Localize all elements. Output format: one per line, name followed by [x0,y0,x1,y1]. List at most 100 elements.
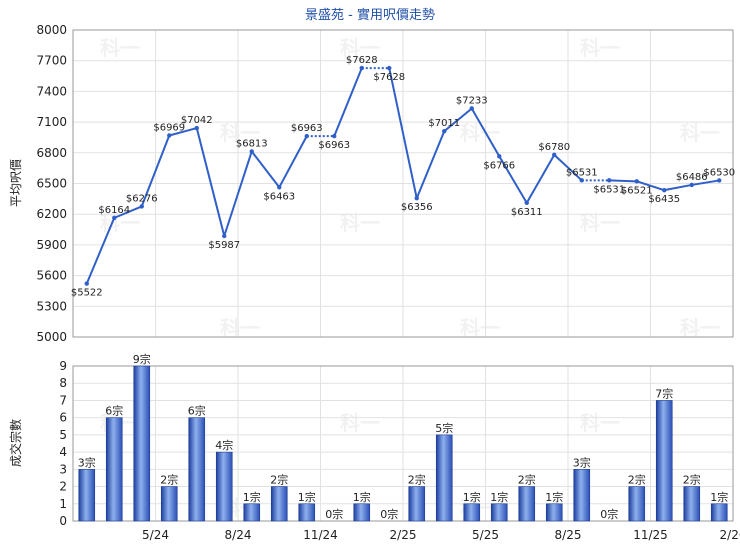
bar [353,503,371,522]
line-series [84,65,722,286]
line-point [167,133,172,138]
bar-x-tick-label: 5/24 [142,528,169,542]
bar-x-tick-label: 8/25 [555,528,582,542]
line-point-label: $6463 [263,191,295,202]
line-segment [223,151,253,237]
bar-value-label: 6宗 [188,404,206,418]
bar-y-tick-label: 3 [59,462,67,476]
line-point-label: $6969 [153,123,185,134]
line-segment [85,217,116,284]
line-point-label: $6311 [511,207,543,218]
line-point [442,129,447,134]
line-point [359,65,364,71]
bar-series [78,365,728,522]
bar-chart-y-label: 成交宗數 [8,419,23,467]
line-point-label: $6276 [126,193,158,204]
line-point [717,178,722,183]
bar [518,486,536,522]
line-segment [415,130,446,199]
watermark: 科一 [580,411,620,435]
line-point-label: $7011 [428,118,460,129]
line-segment [498,155,528,204]
bar-y-tick-label: 2 [59,480,67,494]
line-point [552,152,557,158]
bar-value-label: 1宗 [463,490,481,504]
line-point-label: $6486 [676,172,708,183]
line-point [332,133,337,139]
bar-value-label: 1宗 [490,490,508,504]
line-y-tick-label: 6800 [36,146,67,160]
line-segment [525,154,556,204]
watermark: 科一 [680,121,720,145]
line-point-label: $6813 [236,138,268,149]
line-point-label: $6435 [648,194,680,205]
bar-value-label: 3宗 [573,455,591,469]
line-point [304,133,309,139]
line-point-label: $6356 [401,202,433,213]
bar-x-tick-label: 5/25 [472,528,499,542]
bar-value-label: 2宗 [408,473,426,487]
line-y-tick-label: 5000 [36,330,67,344]
line-point [139,204,144,209]
line-point [689,182,694,188]
line-point-label: $6521 [621,185,653,196]
bar [710,503,728,522]
line-point-label: $6531 [593,184,625,195]
bar-value-label: 1宗 [243,490,261,504]
line-point [222,233,227,239]
bar [133,365,151,522]
bar-plot-frame [72,365,734,522]
bar [655,400,673,522]
line-segment [470,107,501,157]
line-point [112,215,117,221]
bar-chart-y-ticks: 0 1 2 3 4 5 6 7 8 9 [59,359,67,528]
bar-value-label: 1宗 [545,490,563,504]
line-segment [195,127,226,237]
watermark: 科一 [460,121,500,145]
watermark: 科一 [220,316,260,340]
bar [78,469,96,522]
line-point-label: $6963 [318,140,350,151]
bar-value-label: 7宗 [655,386,673,400]
bar [628,486,646,522]
bar [160,486,178,522]
bar-value-label: 2宗 [270,473,288,487]
line-y-tick-label: 7700 [36,54,67,68]
bar-value-label: 2宗 [518,473,536,487]
line-point-label: $7628 [373,72,405,83]
line-point-label: $7042 [181,115,213,126]
bar-value-label: 9宗 [133,352,151,366]
bar-chart-grid [72,365,734,522]
bar [243,503,261,522]
line-point [84,281,89,286]
line-segment [250,150,281,188]
line-segment [609,179,637,183]
line-chart-grid [72,29,734,338]
line-y-tick-label: 7100 [36,115,67,129]
bar-value-label: 1宗 [298,490,316,504]
line-point-label: $6531 [566,167,598,178]
bar [298,503,316,522]
line-point [579,178,584,183]
line-point-label: $6164 [98,205,130,216]
line-y-tick-label: 5600 [36,269,67,283]
watermark: 科一 [100,36,140,60]
line-segment [113,205,143,219]
line-chart-y-ticks: 5000 5300 5600 5900 6200 6500 6800 7100 7400 7700… [36,23,67,344]
bar-y-tick-label: 1 [59,497,67,511]
bar-value-label: 0宗 [325,507,343,521]
bar [490,503,508,522]
line-point-label: $6963 [291,123,323,134]
line-y-tick-label: 6500 [36,177,67,191]
line-point-label: $7233 [456,95,488,106]
line-point [607,178,612,183]
bar-x-tick-label: 11/25 [633,528,668,542]
bar-value-label: 1宗 [710,490,728,504]
bar [188,417,206,522]
bar [270,486,288,522]
bar-x-tick-label: 2/25 [390,528,417,542]
watermark: 科一 [580,211,620,235]
line-point [249,149,254,154]
